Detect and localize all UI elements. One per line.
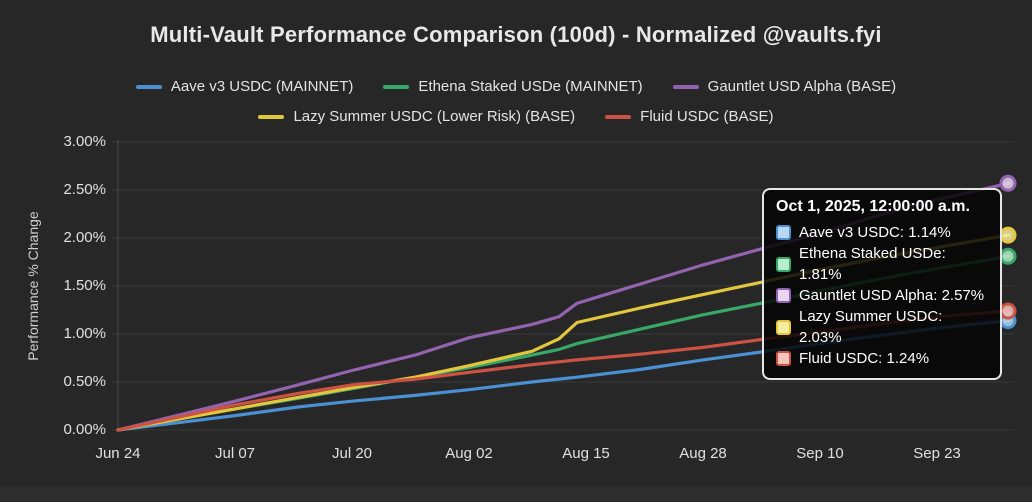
legend-dash-icon (605, 114, 632, 119)
series-endpoint-1 (999, 247, 1017, 265)
tooltip-row-0: Aave v3 USDC: 1.14% (776, 222, 988, 243)
legend-item-4[interactable]: Fluid USDC (BASE) (605, 108, 774, 125)
x-tick-label: Jun 24 (95, 445, 141, 462)
legend: Aave v3 USDC (MAINNET) Ethena Staked USDe… (86, 78, 946, 125)
y-tick-label: 0.00% (63, 421, 106, 438)
y-tick-label: 3.00% (63, 133, 106, 150)
legend-label: Fluid USDC (BASE) (640, 108, 774, 125)
y-tick-label: 0.50% (63, 373, 106, 390)
tooltip-swatch-icon (776, 225, 791, 240)
chart-title: Multi-Vault Performance Comparison (100d… (150, 22, 882, 47)
bottom-strip (0, 486, 1032, 502)
x-tick-label: Aug 28 (679, 445, 727, 462)
y-tick-label: 2.50% (63, 181, 106, 198)
legend-label: Lazy Summer USDC (Lower Risk) (BASE) (293, 108, 576, 125)
legend-label: Ethena Staked USDe (MAINNET) (418, 78, 643, 95)
tooltip-row-text: Aave v3 USDC: 1.14% (799, 224, 951, 241)
tooltip-row-text: Lazy Summer USDC: 2.03% (799, 308, 943, 346)
legend-dash-icon (135, 84, 162, 89)
tooltip-swatch-icon (776, 256, 791, 272)
legend-dash-icon (383, 84, 410, 89)
tooltip-row-3: Lazy Summer USDC: 2.03% (776, 306, 988, 348)
tooltip-row-text: Ethena Staked USDe: 1.81% (799, 245, 946, 283)
series-endpoint-3 (999, 226, 1017, 244)
x-tick-label: Jul 07 (214, 445, 256, 462)
tooltip: Oct 1, 2025, 12:00:00 a.m. Aave v3 USDC:… (762, 188, 1002, 380)
legend-dash-icon (672, 84, 699, 89)
tooltip-row-4: Fluid USDC: 1.24% (776, 348, 988, 369)
x-tick-label: Aug 02 (445, 445, 493, 462)
x-tick-label: Jul 20 (331, 445, 373, 462)
x-tick-label: Sep 23 (913, 445, 961, 462)
tooltip-swatch-icon (776, 351, 791, 366)
legend-label: Aave v3 USDC (MAINNET) (170, 78, 354, 95)
legend-dash-icon (258, 114, 285, 119)
tooltip-swatch-icon (776, 288, 791, 303)
tooltip-row-text: Gauntlet USD Alpha: 2.57% (799, 287, 985, 304)
tooltip-row-1: Ethena Staked USDe: 1.81% (776, 243, 988, 285)
y-tick-label: 1.00% (63, 325, 106, 342)
tooltip-row-text: Fluid USDC: 1.24% (799, 350, 930, 367)
tooltip-rows: Aave v3 USDC: 1.14% Ethena Staked USDe: 1… (776, 222, 988, 369)
legend-item-1[interactable]: Ethena Staked USDe (MAINNET) (383, 78, 643, 95)
series-endpoint-4 (999, 302, 1017, 320)
y-tick-label: 2.00% (63, 229, 106, 246)
series-endpoint-2 (999, 174, 1017, 192)
tooltip-title: Oct 1, 2025, 12:00:00 a.m. (776, 198, 970, 215)
y-tick-label: 1.50% (63, 277, 106, 294)
x-tick-label: Sep 10 (796, 445, 844, 462)
legend-item-0[interactable]: Aave v3 USDC (MAINNET) (135, 78, 354, 95)
legend-item-3[interactable]: Lazy Summer USDC (Lower Risk) (BASE) (258, 108, 575, 125)
legend-label: Gauntlet USD Alpha (BASE) (707, 78, 897, 95)
tooltip-swatch-icon (776, 319, 791, 335)
tooltip-row-2: Gauntlet USD Alpha: 2.57% (776, 285, 988, 306)
x-tick-label: Aug 15 (562, 445, 610, 462)
legend-item-2[interactable]: Gauntlet USD Alpha (BASE) (672, 78, 897, 95)
